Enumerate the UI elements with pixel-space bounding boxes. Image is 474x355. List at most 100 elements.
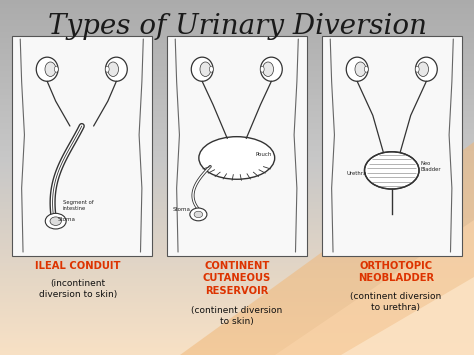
Bar — [0, 57, 474, 58]
Bar — [0, 192, 474, 193]
Ellipse shape — [200, 62, 211, 76]
Polygon shape — [275, 220, 474, 355]
Text: Stoma: Stoma — [58, 217, 76, 222]
Bar — [0, 335, 474, 336]
Bar — [0, 2, 474, 4]
Ellipse shape — [365, 66, 368, 72]
Bar — [0, 200, 474, 201]
Bar — [0, 276, 474, 277]
Bar — [0, 154, 474, 155]
Bar — [0, 67, 474, 69]
Bar — [0, 280, 474, 282]
Bar — [0, 260, 474, 262]
Bar — [0, 42, 474, 43]
Text: Stoma: Stoma — [172, 207, 190, 212]
Bar — [0, 313, 474, 315]
Bar — [0, 127, 474, 128]
Bar — [0, 191, 474, 192]
Bar — [0, 19, 474, 20]
Bar — [0, 310, 474, 311]
Bar — [0, 321, 474, 322]
Bar — [0, 20, 474, 21]
Bar — [0, 53, 474, 54]
Bar — [0, 5, 474, 6]
Bar — [0, 86, 474, 88]
Bar — [0, 153, 474, 154]
Text: CONTINENT
CUTANEOUS
RESERVOIR: CONTINENT CUTANEOUS RESERVOIR — [203, 261, 271, 296]
Bar — [0, 347, 474, 348]
Bar — [0, 175, 474, 176]
Bar — [0, 121, 474, 122]
Bar — [0, 301, 474, 302]
Bar — [0, 327, 474, 328]
Bar — [0, 104, 474, 105]
Bar — [0, 295, 474, 296]
Bar — [0, 49, 474, 50]
Bar — [0, 227, 474, 228]
Bar — [0, 263, 474, 264]
Bar — [0, 140, 474, 141]
Bar — [0, 143, 474, 144]
Bar — [0, 290, 474, 291]
Bar — [0, 288, 474, 289]
Bar — [0, 164, 474, 166]
Bar — [0, 102, 474, 103]
Bar — [0, 45, 474, 46]
Bar — [0, 79, 474, 81]
Bar — [0, 345, 474, 347]
Bar — [0, 226, 474, 227]
Bar — [0, 305, 474, 306]
Bar — [0, 354, 474, 355]
Bar — [0, 322, 474, 323]
Bar — [0, 100, 474, 102]
Bar — [0, 132, 474, 134]
Bar — [0, 118, 474, 120]
Bar — [0, 309, 474, 310]
Bar — [0, 340, 474, 341]
Bar — [0, 54, 474, 56]
Bar — [0, 24, 474, 25]
Bar — [0, 308, 474, 309]
Bar — [0, 95, 474, 96]
Bar — [0, 241, 474, 242]
Bar — [0, 278, 474, 279]
Bar — [0, 264, 474, 265]
Bar — [0, 159, 474, 160]
FancyBboxPatch shape — [322, 36, 462, 256]
Bar — [0, 161, 474, 162]
Bar — [0, 323, 474, 324]
Bar — [0, 157, 474, 159]
Bar — [0, 289, 474, 290]
Text: Pouch: Pouch — [255, 152, 272, 157]
Bar — [0, 38, 474, 39]
Bar — [0, 166, 474, 167]
Bar — [0, 66, 474, 67]
Bar — [0, 312, 474, 313]
Bar — [0, 96, 474, 97]
Bar — [0, 169, 474, 170]
Bar — [0, 211, 474, 212]
Bar — [0, 294, 474, 295]
Bar — [0, 103, 474, 104]
Bar — [0, 302, 474, 303]
Bar — [0, 92, 474, 93]
Bar — [0, 89, 474, 90]
Ellipse shape — [108, 62, 118, 76]
Bar — [0, 125, 474, 127]
Bar — [0, 81, 474, 82]
Bar — [0, 336, 474, 337]
Ellipse shape — [45, 62, 56, 76]
Bar — [0, 147, 474, 148]
Text: (continent diversion
to skin): (continent diversion to skin) — [191, 306, 283, 326]
Bar — [0, 203, 474, 205]
Bar — [0, 70, 474, 71]
Bar — [0, 152, 474, 153]
Ellipse shape — [346, 57, 368, 81]
Bar — [0, 231, 474, 232]
Bar — [0, 267, 474, 269]
Bar — [0, 113, 474, 114]
Text: Urethra: Urethra — [346, 171, 367, 176]
Bar — [0, 150, 474, 152]
Bar — [0, 213, 474, 214]
Circle shape — [194, 211, 202, 218]
